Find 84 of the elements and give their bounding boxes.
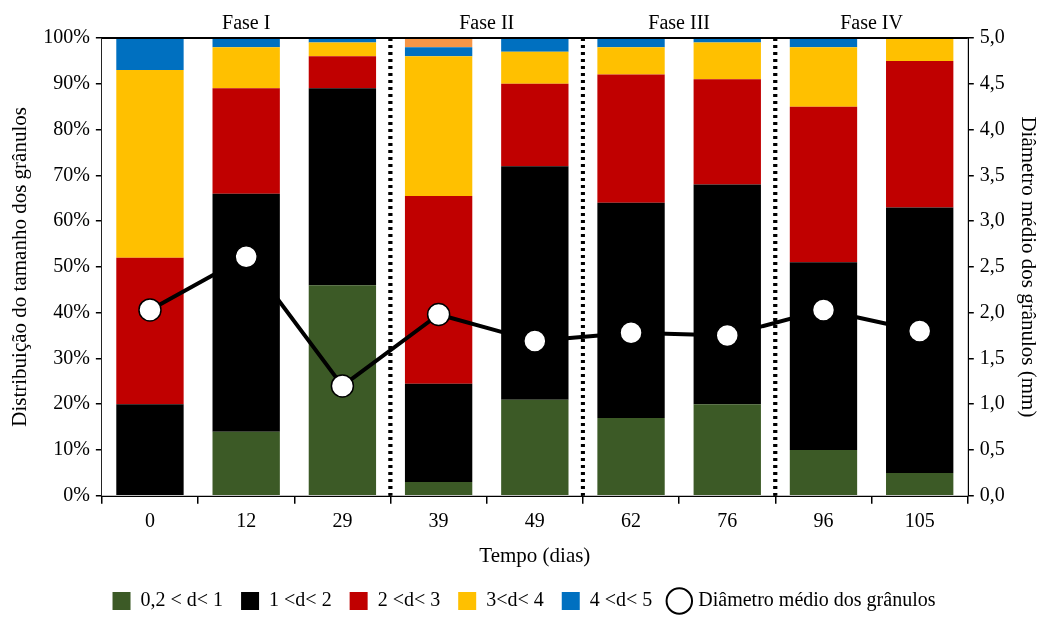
y2-tick-label: 5,0	[979, 25, 1005, 48]
x-tick-label: 105	[904, 509, 935, 532]
legend-label: 3<d< 4	[486, 588, 544, 611]
x-tick-label: 29	[332, 509, 353, 532]
x-axis-title: Tempo (dias)	[479, 542, 591, 567]
bar	[693, 79, 761, 185]
x-tick-label: 0	[144, 509, 155, 532]
y-tick-label: 70%	[53, 162, 90, 185]
y2-tick-label: 2,5	[979, 254, 1005, 277]
bar	[597, 417, 665, 496]
point	[426, 302, 451, 327]
y-tick-label: 40%	[53, 299, 90, 322]
y2-tick-label: 0,5	[979, 437, 1005, 460]
x-tick-label: 76	[717, 509, 738, 532]
y-tick-label: 10%	[53, 437, 90, 460]
bar	[886, 60, 954, 208]
y2-axis-title: Diâmetro médio dos grânulos (mm)	[1016, 116, 1041, 418]
bar	[789, 47, 858, 107]
point	[907, 319, 932, 343]
legend-label: 1 <d< 2	[269, 588, 332, 611]
y-tick-label: 80%	[53, 116, 90, 139]
x-tick-label: 12	[236, 509, 257, 532]
point	[619, 321, 643, 345]
point	[138, 298, 162, 322]
y2-tick-label: 3,0	[979, 208, 1005, 231]
bar	[116, 257, 184, 405]
bar	[789, 106, 858, 263]
x-tick-label: 62	[621, 509, 642, 532]
bar	[597, 74, 665, 203]
bar	[404, 195, 473, 384]
bar	[116, 38, 184, 71]
y2-tick-label: 3,5	[979, 162, 1005, 185]
y2-tick-label: 1,0	[979, 391, 1005, 414]
bar	[501, 399, 569, 496]
bar	[308, 42, 377, 57]
bar	[116, 70, 184, 258]
bar	[886, 38, 954, 61]
bar	[404, 47, 473, 57]
bar	[693, 404, 761, 496]
band-label: Fase III	[648, 11, 710, 34]
legend-label: 0,2 < d< 1	[140, 588, 224, 611]
legend-label: Diâmetro médio dos grânulos	[698, 588, 936, 612]
y2-tick-label: 4,5	[979, 71, 1005, 94]
y-tick-label: 0%	[63, 483, 90, 506]
bar	[308, 285, 377, 496]
y-tick-label: 60%	[53, 208, 90, 231]
bar	[308, 56, 377, 89]
bar	[501, 51, 569, 84]
band-label: Fase I	[222, 11, 271, 34]
y-tick-label: 50%	[53, 254, 90, 277]
point	[234, 245, 258, 269]
point	[330, 374, 355, 398]
y2-tick-label: 1,5	[979, 345, 1005, 368]
bar	[404, 383, 473, 483]
bar	[789, 450, 858, 496]
point	[523, 329, 547, 353]
y-tick-label: 100%	[43, 25, 90, 48]
bar	[404, 482, 473, 496]
bar	[212, 88, 280, 194]
y2-tick-label: 2,0	[979, 299, 1005, 322]
bar	[308, 88, 377, 286]
bar	[404, 56, 473, 196]
y-tick-label: 90%	[53, 71, 90, 94]
y2-tick-label: 0,0	[979, 483, 1005, 506]
bar	[212, 47, 280, 89]
bar	[501, 83, 569, 167]
x-tick-label: 49	[524, 509, 545, 532]
bar	[597, 47, 665, 75]
legend-label: 2 <d< 3	[377, 588, 441, 611]
bar	[693, 42, 761, 80]
band-label: Fase II	[459, 11, 515, 34]
legend-label: 4 <d< 5	[589, 588, 653, 611]
y-axis-title: Distribuição do tamanho dos grânulos	[7, 107, 32, 427]
point	[811, 298, 836, 322]
bar	[886, 472, 954, 496]
x-tick-label: 96	[813, 509, 834, 532]
y-tick-label: 20%	[53, 391, 90, 414]
y2-tick-label: 4,0	[979, 116, 1005, 139]
bar	[501, 38, 569, 52]
point	[715, 323, 740, 348]
bar	[212, 431, 280, 496]
x-tick-label: 39	[428, 509, 449, 532]
y-tick-label: 30%	[53, 345, 90, 368]
band-label: Fase IV	[840, 11, 904, 34]
